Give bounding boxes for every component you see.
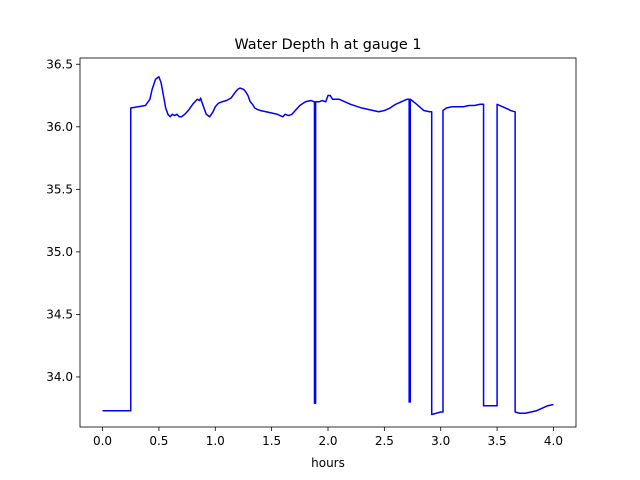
chart-title: Water Depth h at gauge 1 bbox=[234, 37, 421, 53]
y-axis: 34.0 34.5 35.0 35.5 36.0 36.5 bbox=[46, 57, 80, 384]
x-axis: 0.0 0.5 1.0 1.5 2.0 2.5 3.0 3.5 4.0 bbox=[93, 427, 563, 448]
x-tick-label: 1.0 bbox=[206, 434, 225, 448]
y-tick-label: 36.0 bbox=[46, 120, 73, 134]
x-tick-label: 2.5 bbox=[375, 434, 394, 448]
y-tick-label: 36.5 bbox=[46, 57, 73, 71]
x-tick-label: 2.0 bbox=[318, 434, 337, 448]
y-tick-label: 35.5 bbox=[46, 182, 73, 196]
y-tick-label: 35.0 bbox=[46, 245, 73, 259]
series-layer bbox=[102, 76, 554, 416]
y-tick-label: 34.0 bbox=[46, 370, 73, 384]
x-axis-label: hours bbox=[311, 456, 345, 470]
x-tick-label: 0.5 bbox=[149, 434, 168, 448]
x-tick-label: 3.5 bbox=[488, 434, 507, 448]
plot-area: 0.0 0.5 1.0 1.5 2.0 2.5 3.0 3.5 4.0 34.0 34.5 35.0… bbox=[46, 57, 577, 448]
x-tick-label: 0.0 bbox=[93, 434, 112, 448]
y-tick-label: 34.5 bbox=[46, 307, 73, 321]
series-line bbox=[102, 76, 554, 416]
x-tick-label: 1.5 bbox=[262, 434, 281, 448]
x-tick-label: 3.0 bbox=[431, 434, 450, 448]
x-tick-label: 4.0 bbox=[544, 434, 563, 448]
